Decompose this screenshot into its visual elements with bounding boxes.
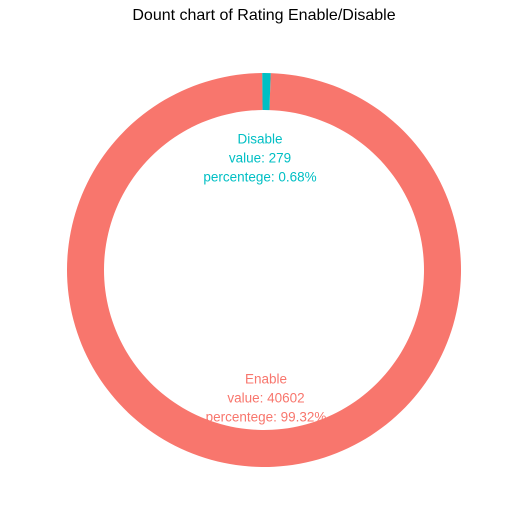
slice-label-line: value: 40602 <box>227 391 304 406</box>
slice-label-line: value: 279 <box>229 151 291 166</box>
chart-title: Dount chart of Rating Enable/Disable <box>132 7 396 24</box>
slice-label-disable: Disable value: 279 percentege: 0.68% <box>203 132 316 185</box>
donut-slice-disable <box>262 73 271 111</box>
slices-layer <box>66 73 461 468</box>
labels-layer: Disable value: 279 percentege: 0.68% Enable… <box>203 132 326 425</box>
slice-label-line: percentege: 0.68% <box>203 170 316 185</box>
slice-label-line: percentege: 99.32% <box>206 410 327 425</box>
slice-label-line: Enable <box>245 372 287 387</box>
slice-label-enable: Enable value: 40602 percentege: 99.32% <box>206 372 327 425</box>
slice-label-line: Disable <box>237 132 282 147</box>
